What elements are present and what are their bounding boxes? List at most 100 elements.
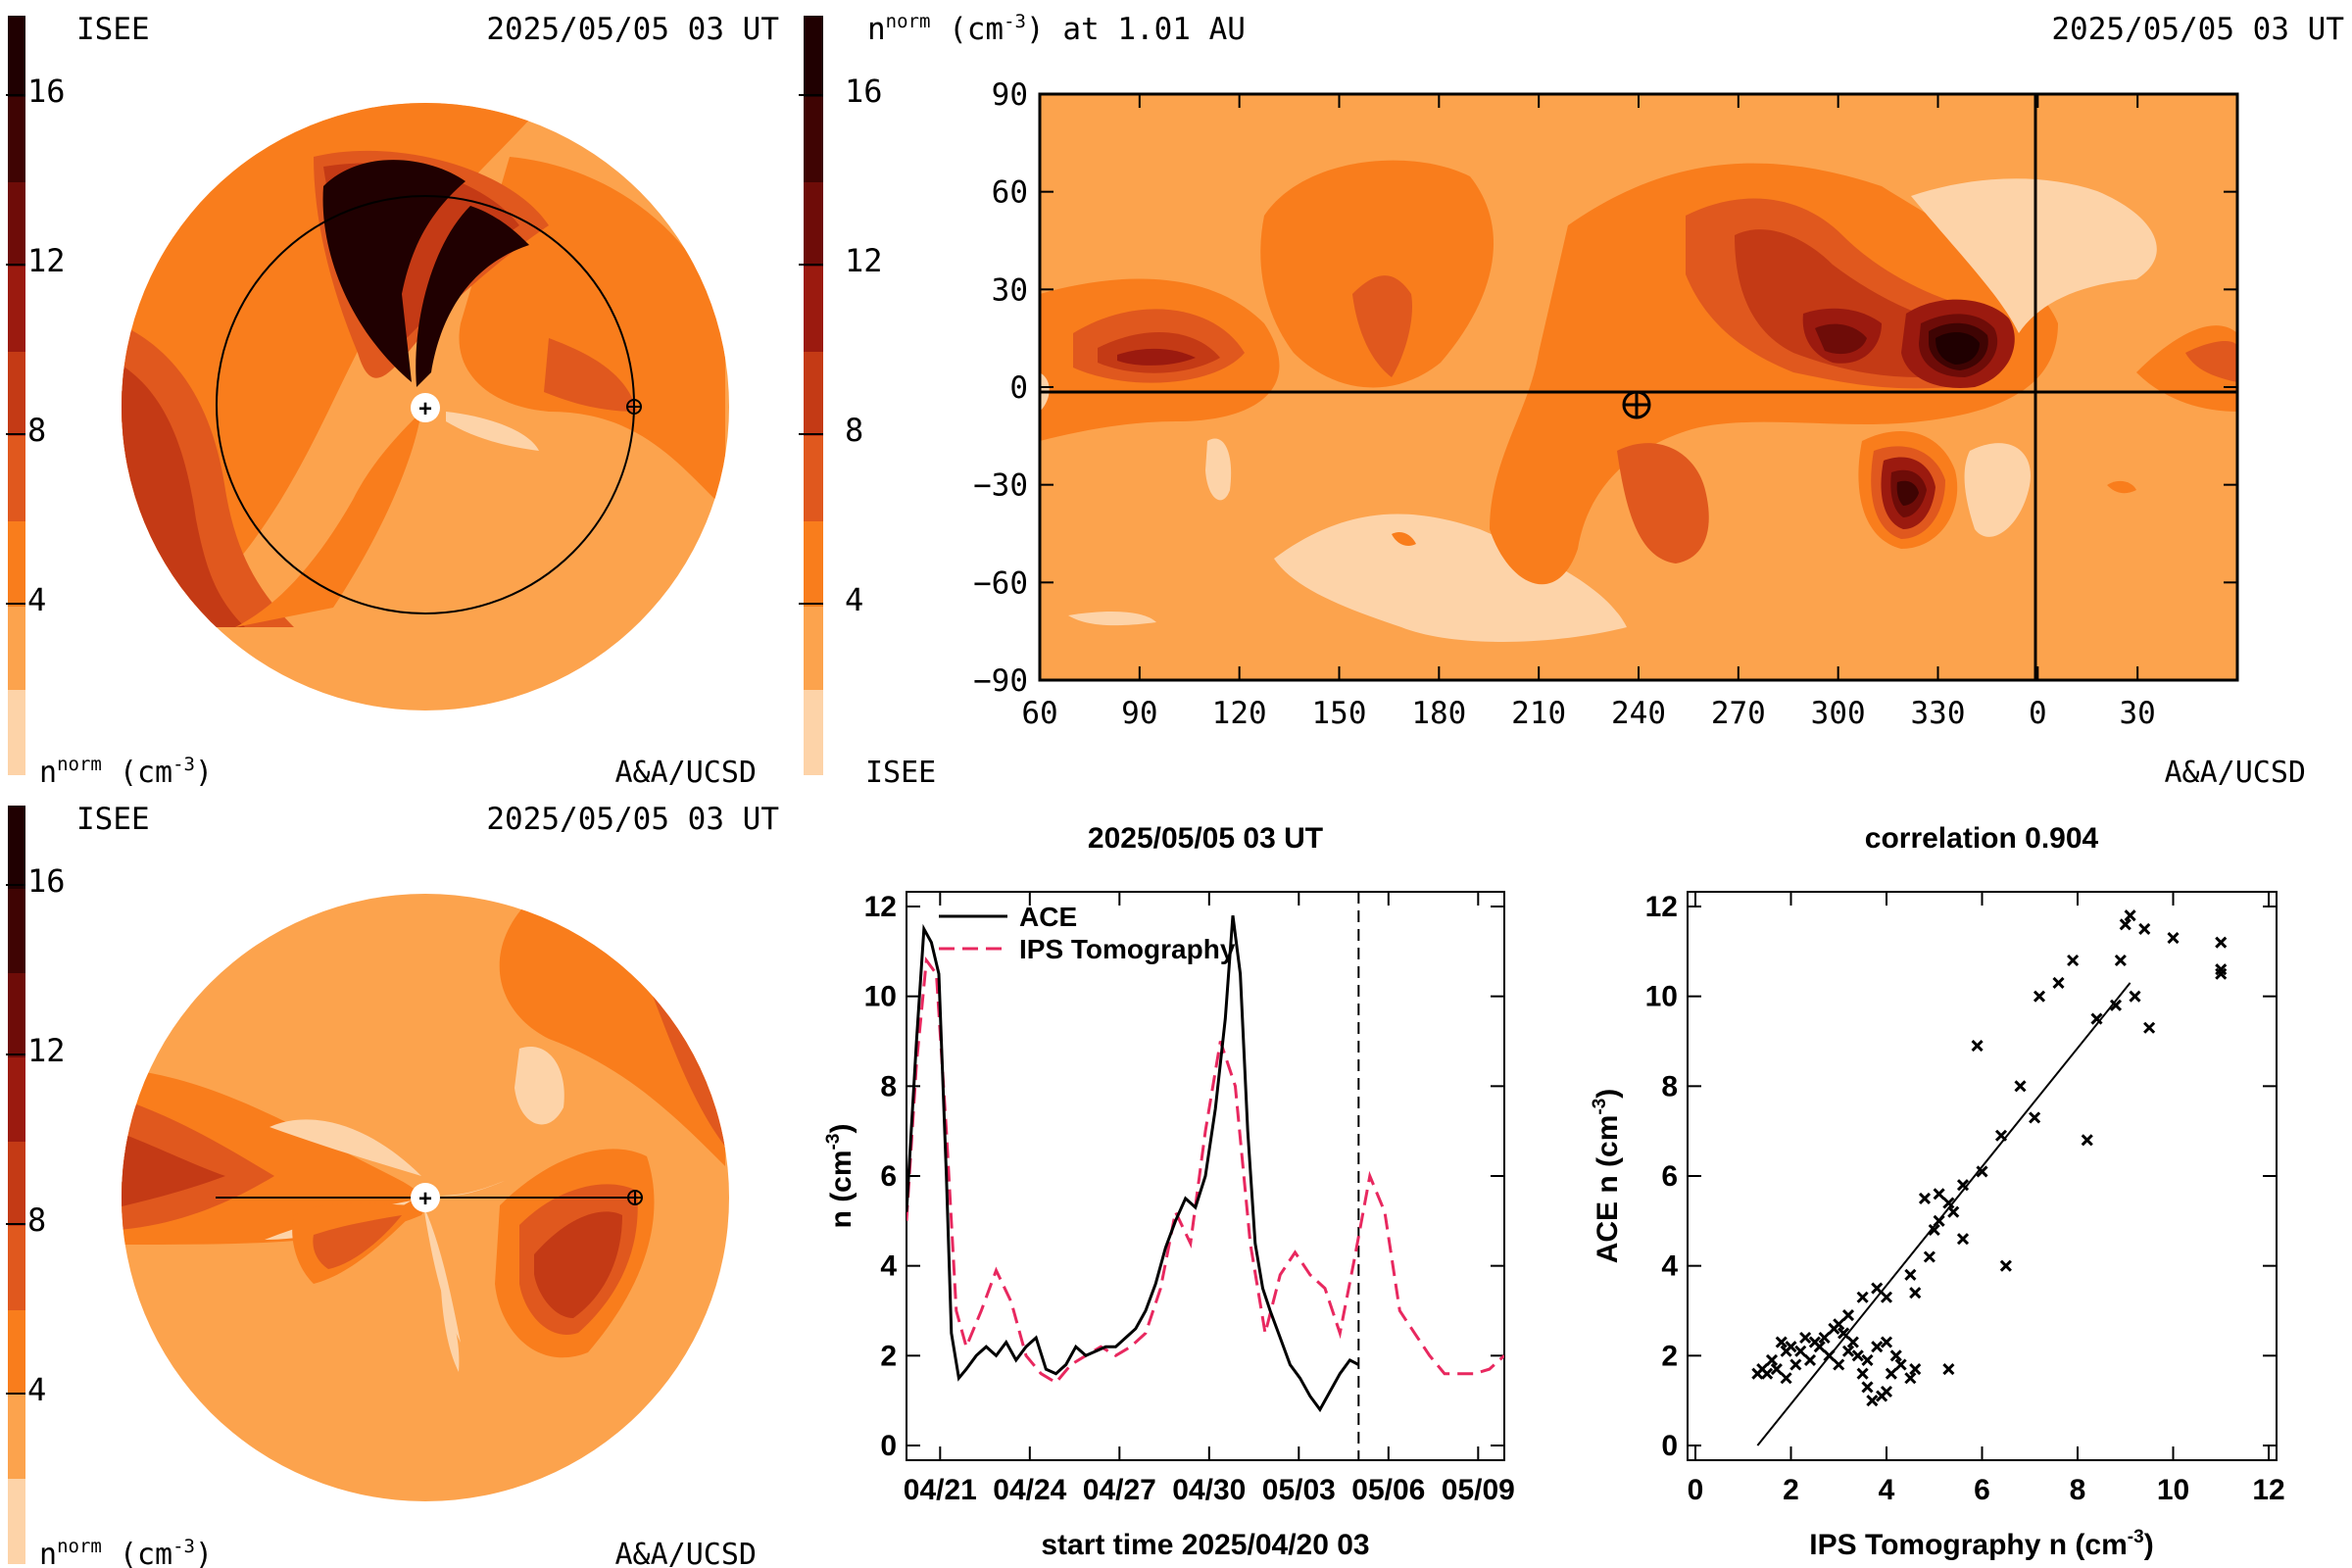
scatter-point (2109, 999, 2123, 1011)
timeseries-xlabel: start time 2025/04/20 03 (1041, 1529, 1369, 1561)
scatter-point (1765, 1353, 1779, 1366)
map-timestamp: 2025/05/05 03 UT (2051, 12, 2344, 47)
polar-bottom-colorbar: 16 12 8 4 (6, 806, 66, 1564)
colorbar-segment (8, 689, 25, 775)
scatter-point (2129, 990, 2141, 1003)
y-tick-label: 10 (864, 981, 897, 1013)
earth-icon (1622, 390, 1651, 419)
y-tick-label: 90 (992, 77, 1028, 113)
scatter-point (1770, 1363, 1783, 1376)
scatter-xlabel: IPS Tomography n (cm-3) (1809, 1527, 2153, 1561)
x-tick-label: 05/09 (1442, 1474, 1515, 1506)
y-tick-label: 4 (880, 1250, 897, 1283)
scatter-axes: 0 2 4 6 8 10 12 0 2 4 6 8 10 12 (1645, 891, 2285, 1506)
scatter-point (1846, 1336, 1859, 1348)
polar-bottom-panel: 16 12 8 4 ISEE 2025/05/05 03 UT nnorm (c… (6, 802, 779, 1568)
x-tick-label: 120 (1212, 696, 1267, 731)
scatter-point (1994, 1129, 2008, 1142)
scatter-point (2014, 1080, 2027, 1093)
colorbar-segment (8, 888, 25, 973)
x-tick-label: 270 (1711, 696, 1766, 731)
scatter-point (1904, 1372, 1917, 1385)
colorbar-segment (804, 520, 823, 607)
timeseries-legend: ACE IPS Tomography (939, 902, 1236, 964)
colorbar-segment (8, 1309, 25, 1395)
scatter-point (2143, 1021, 2156, 1034)
scatter-point (2067, 954, 2080, 967)
y-tick-label: 0 (880, 1430, 897, 1462)
y-tick-label: 8 (1661, 1070, 1678, 1102)
synoptic-map-panel: 16 12 8 4 nnorm (cm-3) at 1.01 AU 2025/0… (799, 11, 2344, 790)
map-density-contours (1040, 94, 2237, 680)
series-line-ips-tomography (906, 956, 1504, 1385)
scatter-point (1841, 1309, 1855, 1322)
x-tick-label: 04/30 (1172, 1474, 1246, 1506)
colorbar-segment (8, 972, 25, 1057)
y-tick-label: 12 (864, 891, 897, 923)
x-tick-label: 04/24 (993, 1474, 1066, 1506)
x-tick-label: 04/27 (1083, 1474, 1156, 1506)
scatter-point (1871, 1341, 1884, 1353)
panel-left-header: ISEE (76, 802, 150, 837)
sun-marker (411, 393, 440, 422)
scatter-point (2215, 936, 2228, 949)
scatter-point (2052, 976, 2065, 989)
polar-top-colorbar: 16 12 8 4 (6, 16, 66, 775)
scatter-panel: correlation 0.904 0 2 4 6 8 10 12 0 2 4 6 8 10 12 IPS… (1590, 822, 2285, 1561)
scatter-point (1756, 1363, 1769, 1376)
x-tick-label: 210 (1511, 696, 1566, 731)
scatter-point (1813, 1341, 1826, 1353)
scatter-point (1942, 1363, 1955, 1376)
scatter-point (1976, 1165, 1988, 1178)
scatter-point (2033, 990, 2046, 1003)
scatter-point (1909, 1287, 1922, 1299)
colorbar-segment (804, 351, 823, 436)
colorbar-tick-label: 8 (27, 412, 46, 449)
scatter-point (1780, 1345, 1792, 1357)
y-tick-label: 0 (1009, 370, 1028, 406)
scatter-point (1923, 1250, 1936, 1263)
colorbar-segment (8, 1056, 25, 1142)
colorbar-tick-label: 16 (27, 862, 66, 900)
credit-label: A&A/UCSD (615, 756, 758, 790)
colorbar-segment (804, 96, 823, 182)
scatter-point (1909, 1363, 1922, 1376)
colorbar-segment (8, 1225, 25, 1310)
scatter-point (1889, 1349, 1902, 1362)
earth-icon (627, 1190, 643, 1205)
scatter-point (1799, 1331, 1812, 1345)
scatter-point (1933, 1188, 1945, 1200)
series-line-ace (906, 915, 1359, 1413)
scatter-title: correlation 0.904 (1865, 822, 2099, 855)
scatter-point (1904, 1268, 1917, 1281)
x-tick-label: 180 (1411, 696, 1466, 731)
legend-label-ips-tomography: IPS Tomography (1019, 934, 1236, 964)
x-tick-label: 05/06 (1351, 1474, 1425, 1506)
colorbar-segment (8, 606, 25, 690)
colorbar-segment (8, 1478, 25, 1564)
colorbar-segment (804, 16, 823, 97)
polar-top-panel: 16 12 8 4 ISEE 2025/05/05 03 UT nnorm (c… (6, 12, 779, 790)
scatter-point (1947, 1205, 1960, 1218)
scatter-point (1794, 1345, 1807, 1357)
x-tick-label: 6 (1974, 1474, 1990, 1506)
scatter-point (1789, 1358, 1802, 1371)
credit-label: A&A/UCSD (615, 1538, 758, 1568)
y-tick-label: −90 (973, 663, 1028, 699)
y-tick-label: 60 (992, 175, 1028, 211)
colorbar-segment (8, 1394, 25, 1479)
legend-label-ace: ACE (1019, 902, 1077, 932)
scatter-point (1838, 1327, 1850, 1340)
scatter-point (1956, 1179, 1970, 1192)
x-tick-label: 240 (1611, 696, 1666, 731)
y-tick-label: 0 (1661, 1430, 1678, 1462)
scatter-point (2081, 1134, 2093, 1147)
timeseries-ylabel: n (cm-3) (823, 1124, 858, 1229)
scatter-point (1880, 1385, 1893, 1398)
y-tick-label: 30 (992, 272, 1028, 308)
scatter-point (1999, 1259, 2012, 1272)
scatter-point (1918, 1192, 1932, 1204)
scatter-plot-frame (1687, 891, 2278, 1461)
scatter-point (2114, 954, 2127, 967)
